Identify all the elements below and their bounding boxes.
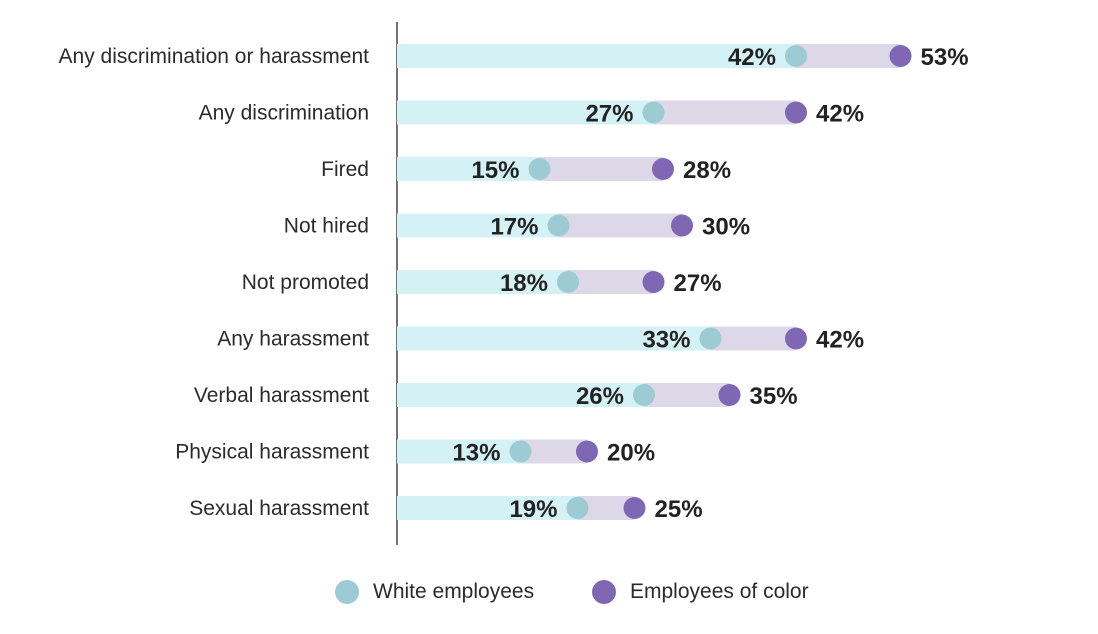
category-label: Any discrimination (199, 102, 369, 125)
point-employees-of-color (718, 384, 741, 406)
value-label-employees-of-color: 53% (921, 44, 969, 71)
bar-gap (539, 157, 663, 181)
legend-item-white: White employees (335, 572, 534, 612)
bar-gap (644, 383, 730, 407)
point-employees-of-color (785, 101, 807, 124)
chart-row: Sexual harassment 19% 25% (189, 496, 703, 523)
bar-white-employees (397, 326, 711, 351)
bar-white-employees (397, 44, 796, 68)
bar-white-employees (397, 270, 568, 294)
point-white-employees (509, 440, 532, 463)
bar-gap (520, 439, 587, 464)
category-label: Verbal harassment (194, 384, 369, 407)
chart-row: Any harassment 33% 42% (217, 326, 864, 354)
point-white-employees (566, 497, 589, 519)
bar-white-employees (397, 383, 644, 407)
value-label-employees-of-color: 20% (607, 440, 655, 467)
bar-gap (710, 326, 796, 351)
category-label: Fired (321, 158, 369, 181)
point-employees-of-color (889, 45, 912, 67)
chart-rows: Any discrimination or harassment 42% 53%An… (59, 44, 969, 523)
legend-marker-white (335, 580, 359, 604)
bar-gap (796, 44, 901, 68)
chart-row: Not hired 17% 30% (284, 213, 750, 241)
value-label-white-employees: 42% (728, 44, 776, 71)
bar-white-employees (397, 100, 654, 125)
value-label-white-employees: 15% (471, 157, 519, 184)
chart-row: Any discrimination 27% 42% (199, 100, 864, 128)
legend-marker-color (592, 580, 616, 604)
bar-white-employees (397, 439, 521, 464)
category-label: Not hired (284, 215, 369, 238)
legend: White employees Employees of color (0, 572, 1098, 612)
bar-gap (558, 213, 682, 238)
category-label: Any discrimination or harassment (59, 45, 370, 68)
point-white-employees (528, 158, 551, 180)
legend-label-white: White employees (373, 580, 535, 603)
point-employees-of-color (623, 497, 646, 519)
value-label-employees-of-color: 30% (702, 214, 750, 241)
bar-white-employees (397, 496, 578, 520)
bar-gap (653, 100, 796, 125)
chart-row: Fired 15% 28% (321, 157, 731, 184)
chart-row: Verbal harassment 26% 35% (194, 383, 798, 410)
point-employees-of-color (576, 440, 598, 463)
value-label-employees-of-color: 42% (816, 101, 864, 128)
value-label-white-employees: 33% (642, 327, 690, 354)
point-white-employees (785, 45, 807, 67)
category-label: Physical harassment (175, 441, 369, 464)
value-label-white-employees: 26% (576, 383, 624, 410)
value-label-employees-of-color: 25% (655, 496, 703, 523)
bar-gap (568, 270, 654, 294)
value-label-employees-of-color: 28% (683, 157, 731, 184)
value-label-white-employees: 19% (509, 496, 557, 523)
legend-item-color: Employees of color (592, 572, 809, 612)
chart-row: Any discrimination or harassment 42% 53% (59, 44, 969, 71)
category-label: Not promoted (242, 271, 369, 294)
legend-label-color: Employees of color (630, 580, 809, 603)
point-white-employees (633, 384, 655, 406)
chart-row: Physical harassment 13% 20% (175, 439, 655, 467)
dumbbell-chart: Any discrimination or harassment 42% 53%An… (59, 22, 969, 545)
value-label-white-employees: 13% (452, 440, 500, 467)
chart-row: Not promoted 18% 27% (242, 270, 722, 297)
point-employees-of-color (652, 158, 674, 180)
point-employees-of-color (642, 271, 665, 293)
point-employees-of-color (785, 327, 807, 350)
value-label-white-employees: 18% (500, 270, 548, 297)
category-label: Any harassment (217, 328, 369, 351)
category-label: Sexual harassment (189, 497, 369, 520)
bar-white-employees (397, 157, 540, 181)
point-employees-of-color (671, 214, 693, 237)
value-label-white-employees: 27% (585, 101, 633, 128)
point-white-employees (557, 271, 579, 293)
value-label-employees-of-color: 42% (816, 327, 864, 354)
point-white-employees (642, 101, 665, 124)
value-label-employees-of-color: 27% (674, 270, 722, 297)
bar-white-employees (397, 213, 559, 238)
point-white-employees (699, 327, 722, 350)
value-label-white-employees: 17% (490, 214, 538, 241)
value-label-employees-of-color: 35% (750, 383, 798, 410)
point-white-employees (547, 214, 570, 237)
